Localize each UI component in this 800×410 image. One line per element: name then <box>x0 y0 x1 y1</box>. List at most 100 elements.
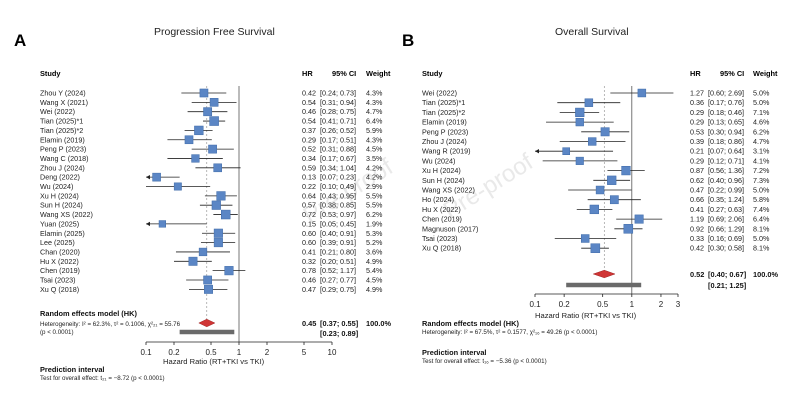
panel-b-study-marker <box>575 107 585 117</box>
panel-a-study-marker <box>213 238 223 248</box>
panel-b-study-label: Wang XS (2022) <box>422 186 475 195</box>
panel-a-study-ci: [0.38; 0.85] <box>320 201 356 210</box>
panel-b-label: B <box>402 31 414 50</box>
panel-b-study-weight: 4.1% <box>753 156 770 165</box>
panel-b-study-marker <box>595 185 605 195</box>
panel-a-study-weight: 4.9% <box>366 285 383 294</box>
panel-a-study-label: Wang XS (2022) <box>40 210 93 219</box>
panel-b-summary-hr: 0.52 <box>690 270 704 279</box>
panel-a-study-ci: [0.26; 0.52] <box>320 126 356 135</box>
panel-a-study-label: Yuan (2025) <box>40 219 79 228</box>
panel-a-study-ci: [0.07; 0.23] <box>320 173 356 182</box>
panel-a-study-ci: [0.28; 0.75] <box>320 107 356 116</box>
panel-a-study-marker <box>152 172 161 182</box>
panel-a-study-hr: 0.60 <box>302 229 316 238</box>
panel-b-study-label: Peng P (2023) <box>422 127 468 136</box>
panel-a-study-weight: 5.5% <box>366 191 383 200</box>
panel-a-study-ci: [0.21; 0.80] <box>320 247 356 256</box>
panel-a-study-hr: 0.46 <box>302 107 316 116</box>
panel-a-x-tick-label: 5 <box>302 348 307 357</box>
panel-a-study-ci: [0.52; 1.17] <box>320 266 356 275</box>
panel-b-ci-arrow <box>535 149 539 154</box>
panel-b-study-marker <box>634 214 644 224</box>
panel-a-study-marker <box>213 163 222 173</box>
panel-a-study-hr: 0.37 <box>302 126 316 135</box>
panel-a-summary-hr: 0.45 <box>302 319 316 328</box>
panel-b: B Overall Survival Study HR 95% CI Weigh… <box>402 26 778 365</box>
panel-b-study-weight: 5.0% <box>753 98 770 107</box>
panel-b-study-hr: 0.29 <box>690 108 704 117</box>
panel-b-header-weight: Weight <box>753 69 778 78</box>
panel-b-study-ci: [0.35; 1.24] <box>708 195 744 204</box>
panel-b-study-ci: [0.18; 0.46] <box>708 108 744 117</box>
panel-a-study-marker <box>199 88 209 98</box>
panel-a-study-weight: 4.3% <box>366 89 383 98</box>
panel-b-study-label: Xu H (2024) <box>422 166 461 175</box>
panel-b-study-marker <box>621 165 631 176</box>
panel-a-study-label: Wu (2024) <box>40 182 73 191</box>
panel-a-study-weight: 5.4% <box>366 266 383 275</box>
panel-b-prediction-bar <box>566 282 642 288</box>
panel-a-study-hr: 0.60 <box>302 238 316 247</box>
panel-b-title: Overall Survival <box>555 26 629 38</box>
panel-b-study-ci: [0.30; 0.94] <box>708 127 744 136</box>
panel-b-study-weight: 6.4% <box>753 215 770 224</box>
panel-b-study-ci: [0.30; 0.58] <box>708 244 744 253</box>
panel-b-study-label: Ho (2024) <box>422 195 454 204</box>
panel-b-overall-test: Test for overall effect: t₁₆ = −5.36 (p … <box>422 358 547 365</box>
panel-a-study-weight: 4.2% <box>366 173 383 182</box>
panel-b-study-ci: [0.18; 0.86] <box>708 137 744 146</box>
panel-a-study-hr: 0.52 <box>302 145 316 154</box>
panel-b-study-hr: 0.29 <box>690 118 704 127</box>
panel-a-summary-ci: [0.37; 0.55] <box>320 319 359 328</box>
panel-b-study-ci: [0.16; 0.69] <box>708 234 744 243</box>
panel-b-study-marker <box>584 98 594 107</box>
panel-a-study-marker <box>198 247 208 257</box>
panel-b-study-ci: [0.22; 0.99] <box>708 186 744 195</box>
panel-b-study-weight: 6.2% <box>753 127 770 136</box>
panel-b-study-hr: 0.87 <box>690 166 704 175</box>
panel-b-heterogeneity: Heterogeneity: I² = 67.5%, τ² = 0.1577, … <box>422 329 597 336</box>
panel-a-study-ci: [0.40; 0.91] <box>320 229 356 238</box>
panel-b-study-hr: 0.66 <box>690 195 704 204</box>
panel-b-study-label: Wang R (2019) <box>422 147 470 156</box>
panel-b-study-ci: [0.56; 1.36] <box>708 166 744 175</box>
panel-a-study-weight: 4.9% <box>366 257 383 266</box>
panel-a-study-weight: 4.3% <box>366 135 383 144</box>
panel-b-study-marker <box>607 175 617 185</box>
panel-a-study-marker <box>173 182 182 191</box>
panel-a-study-weight: 4.2% <box>366 163 383 172</box>
panel-a-study-label: Elamin (2025) <box>40 229 85 238</box>
panel-a-study-ci: [0.10; 0.49] <box>320 182 356 191</box>
panel-a-header-hr: HR <box>302 69 313 78</box>
panel-b-study-hr: 0.33 <box>690 234 704 243</box>
panel-a-study-marker <box>203 275 212 285</box>
panel-a-study-marker <box>204 284 213 294</box>
panel-a-study-marker <box>188 256 198 266</box>
panel-a-study-label: Sun H (2024) <box>40 201 83 210</box>
panel-a-study-hr: 0.64 <box>302 191 316 200</box>
panel-a-study-label: Lee (2025) <box>40 238 75 247</box>
panel-a-prediction-bar <box>179 329 235 335</box>
panel-a-study-ci: [0.20; 0.51] <box>320 257 356 266</box>
panel-b-study-weight: 7.4% <box>753 205 770 214</box>
panel-b-x-tick-label: 3 <box>676 300 681 309</box>
panel-a-prediction-label: Prediction interval <box>40 365 104 374</box>
panel-a-overall-test: Test for overall effect: t₂₁ = −8.72 (p … <box>40 375 165 382</box>
panel-b-prediction-label: Prediction interval <box>422 348 486 357</box>
panel-b-study-ci: [0.60; 2.69] <box>708 89 744 98</box>
panel-a-study-weight: 4.5% <box>366 276 383 285</box>
panel-b-study-marker <box>609 195 619 205</box>
panel-b-study-weight: 8.1% <box>753 244 770 253</box>
panel-b-study-label: Wei (2022) <box>422 89 457 98</box>
panel-a-study-marker <box>211 200 221 210</box>
panel-a-study-ci: [0.27; 0.77] <box>320 276 356 285</box>
panel-b-study-hr: 0.92 <box>690 224 704 233</box>
panel-a-study-hr: 0.41 <box>302 247 316 256</box>
panel-a-x-tick-label: 10 <box>328 348 337 357</box>
panel-a-study-ci: [0.05; 0.45] <box>320 219 356 228</box>
panel-b-study-hr: 0.53 <box>690 127 704 136</box>
panel-b-study-marker <box>589 204 599 215</box>
panel-a-study-label: Peng P (2023) <box>40 145 86 154</box>
panel-a-study-marker <box>213 228 223 238</box>
